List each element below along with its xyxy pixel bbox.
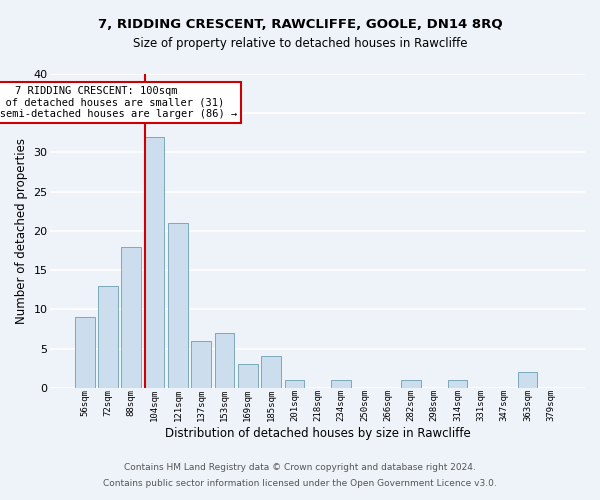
Text: 7 RIDDING CRESCENT: 100sqm
← 26% of detached houses are smaller (31)
72% of semi: 7 RIDDING CRESCENT: 100sqm ← 26% of deta… [0,86,237,119]
Bar [284,380,304,388]
Bar [331,380,351,388]
X-axis label: Distribution of detached houses by size in Rawcliffe: Distribution of detached houses by size … [165,427,470,440]
Text: Contains public sector information licensed under the Open Government Licence v3: Contains public sector information licen… [103,478,497,488]
Bar [448,380,467,388]
Bar [145,137,164,388]
Bar [238,364,258,388]
Bar [401,380,421,388]
Bar [215,333,235,388]
Y-axis label: Number of detached properties: Number of detached properties [15,138,28,324]
Text: Size of property relative to detached houses in Rawcliffe: Size of property relative to detached ho… [133,38,467,51]
Text: 7, RIDDING CRESCENT, RAWCLIFFE, GOOLE, DN14 8RQ: 7, RIDDING CRESCENT, RAWCLIFFE, GOOLE, D… [98,18,502,30]
Bar [191,340,211,388]
Bar [98,286,118,388]
Bar [121,246,141,388]
Bar [261,356,281,388]
Text: Contains HM Land Registry data © Crown copyright and database right 2024.: Contains HM Land Registry data © Crown c… [124,464,476,472]
Bar [75,317,95,388]
Bar [518,372,538,388]
Bar [168,223,188,388]
